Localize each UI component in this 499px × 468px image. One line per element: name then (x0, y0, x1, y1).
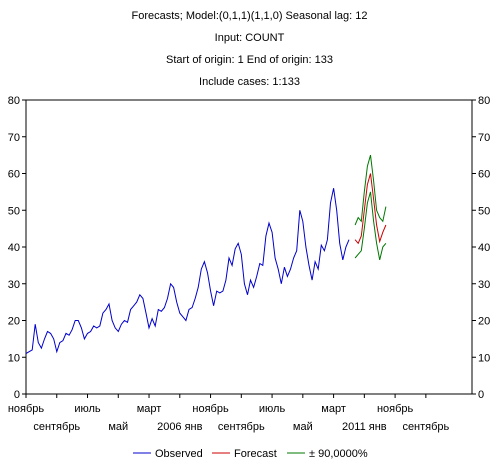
x-tick-label: сентябрь (402, 421, 449, 433)
y-tick-label-left: 50 (8, 205, 20, 217)
x-tick-label: ноябрь (192, 403, 229, 415)
x-tick-label: май (108, 421, 128, 433)
y-tick-label-right: 60 (478, 169, 490, 181)
x-tick-label: май (293, 421, 313, 433)
plot-frame (25, 99, 473, 395)
input-line: Input: COUNT (214, 32, 285, 44)
y-tick-label-right: 0 (478, 389, 484, 401)
x-tick-label: 2006 янв (157, 421, 203, 433)
y-tick-label-right: 40 (478, 242, 490, 254)
y-tick-label-left: 60 (8, 169, 20, 181)
include-line: Include cases: 1:133 (199, 76, 300, 88)
legend-item-observed-label: Observed (155, 448, 203, 460)
y-tick-label-right: 50 (478, 205, 490, 217)
series-layer (25, 154, 387, 355)
observed-line (25, 188, 350, 355)
x-tick-label: июль (74, 403, 101, 415)
y-tick-label-right: 30 (478, 279, 490, 291)
x-tick-label: март (137, 403, 162, 415)
upper-bound-line (354, 154, 387, 226)
lower-bound-line (354, 191, 387, 261)
x-tick-label: март (321, 403, 346, 415)
y-tick-label-left: 80 (8, 95, 20, 107)
axes-layer: 0 0 10 10 20 20 30 30 40 40 50 50 60 60 70 70 80 80 ноябрь… (8, 95, 491, 433)
y-tick-label-left: 30 (8, 279, 20, 291)
x-tick-label: ноябрь (8, 403, 45, 415)
x-tick-label: ноябрь (377, 403, 414, 415)
forecast-line (354, 173, 387, 245)
y-tick-label-left: 70 (8, 132, 20, 144)
y-tick-label-left: 40 (8, 242, 20, 254)
y-tick-label-right: 80 (478, 95, 490, 107)
x-tick-label: июль (259, 403, 286, 415)
y-tick-label-right: 20 (478, 316, 490, 328)
origin-line: Start of origin: 1 End of origin: 133 (166, 54, 333, 66)
y-tick-label-right: 10 (478, 352, 490, 364)
y-tick-label-right: 70 (478, 132, 490, 144)
legend: Observed Forecast ± 90,0000% (133, 448, 368, 460)
chart-title: Forecasts; Model:(0,1,1)(1,1,0) Seasonal… (131, 10, 368, 22)
y-tick-label-left: 0 (14, 389, 20, 401)
y-tick-label-left: 20 (8, 316, 20, 328)
legend-item-interval-label: ± 90,0000% (309, 448, 368, 460)
x-tick-label: сентябрь (33, 421, 80, 433)
y-tick-label-left: 10 (8, 352, 20, 364)
x-tick-label: 2011 янв (342, 421, 387, 433)
x-tick-label: сентябрь (218, 421, 265, 433)
legend-item-forecast-label: Forecast (234, 448, 277, 460)
